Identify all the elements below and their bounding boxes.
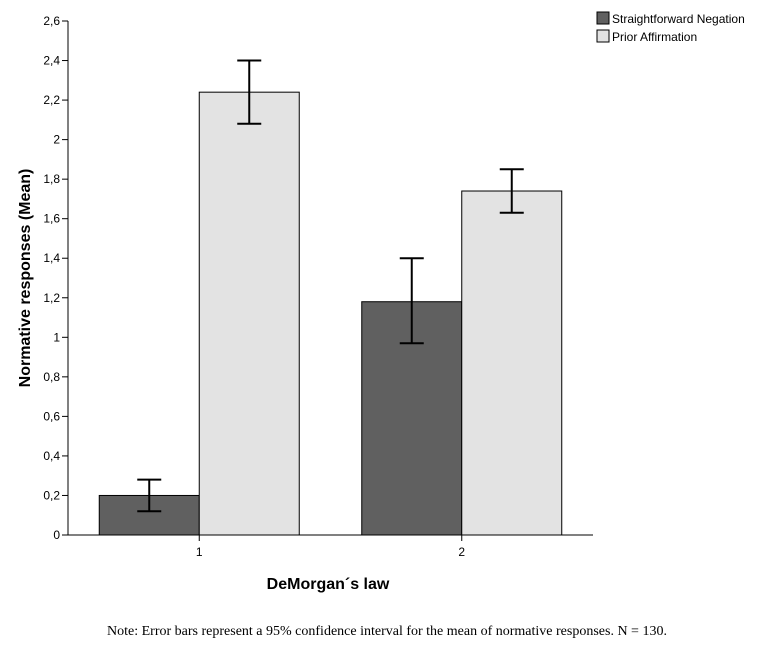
y-tick-label: 1,6	[43, 212, 60, 226]
y-tick-label: 0,4	[43, 449, 60, 463]
figure-note: Note: Error bars represent a 95% confide…	[107, 624, 667, 639]
y-axis-title: Normative responses (Mean)	[17, 169, 34, 388]
y-tick-label: 1,2	[43, 291, 60, 305]
y-tick-label: 2	[53, 133, 60, 147]
x-tick-label: 1	[196, 545, 203, 559]
y-tick-label: 1,8	[43, 172, 60, 186]
chart: 0 0,2 0,4 0,6 0,8 1 1,2 1,4 1,6 1,8 2 2,2 2,4 2,6 1 2 S…	[17, 11, 745, 593]
y-tick-label: 0,6	[43, 409, 60, 423]
legend-swatch-1	[596, 29, 610, 43]
error-bar-0-0	[137, 478, 162, 513]
axes-group: 0 0,2 0,4 0,6 0,8 1 1,2 1,4 1,6 1,8 2 2,2 2,4 2,6 1 2	[43, 14, 593, 559]
y-tick-label: 1	[53, 330, 60, 344]
bar-prior-affirmation-1	[198, 91, 300, 536]
x-axis-title: DeMorgan´s law	[267, 576, 390, 593]
y-tick-label: 0	[53, 528, 60, 542]
error-bar-1-1	[499, 168, 524, 214]
error-bars-group	[137, 59, 524, 513]
error-bar-0-1	[399, 257, 424, 345]
legend-swatch-0	[596, 11, 610, 25]
y-tick-label: 0,2	[43, 488, 60, 502]
bar-prior-affirmation-2	[461, 190, 563, 536]
legend-label-0: Straightforward Negation	[612, 12, 745, 26]
bars-group	[98, 91, 563, 536]
y-tick-label: 1,4	[43, 251, 60, 265]
y-tick-label: 2,2	[43, 93, 60, 107]
y-tick-label: 2,4	[43, 54, 60, 68]
y-tick-label: 0,8	[43, 370, 60, 384]
x-tick-label: 2	[458, 545, 465, 559]
legend: Straightforward Negation Prior Affirmatio…	[596, 11, 745, 44]
y-tick-label: 2,6	[43, 14, 60, 28]
error-bar-1-0	[237, 59, 262, 125]
legend-label-1: Prior Affirmation	[612, 30, 697, 44]
